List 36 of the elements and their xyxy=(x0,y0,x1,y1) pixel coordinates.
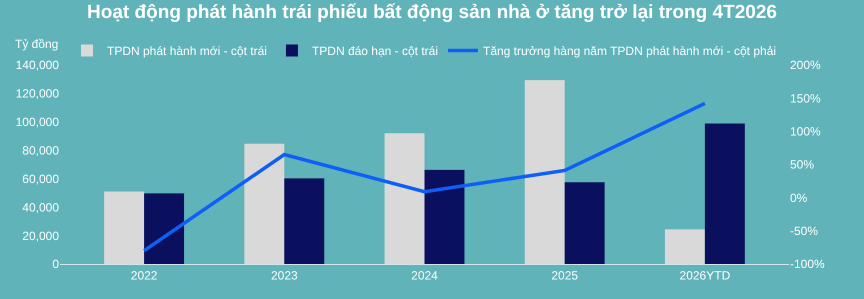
x-tick-label: 2026YTD xyxy=(680,268,731,282)
y-tick-label: 100,000 xyxy=(16,115,60,130)
y-tick-label: 120,000 xyxy=(16,86,60,101)
y-tick-label: 20,000 xyxy=(22,228,60,243)
bar xyxy=(384,133,424,264)
y2-tick-label: 0% xyxy=(790,190,808,205)
y-tick-label: 80,000 xyxy=(22,143,60,158)
y2-tick-label: -100% xyxy=(790,257,826,272)
bar xyxy=(524,80,565,264)
y-tick-label: 40,000 xyxy=(22,200,60,214)
x-tick-label: 2024 xyxy=(411,268,438,282)
bar xyxy=(144,193,184,264)
y2-tick-label: 200% xyxy=(790,58,822,72)
line-series xyxy=(142,102,707,252)
legend-label: Tăng trưởng hàng năm TPDN phát hành mới - cột phải xyxy=(483,44,776,58)
bar xyxy=(284,178,324,264)
y2-tick-label: 50% xyxy=(790,158,814,172)
x-tick-label: 2025 xyxy=(551,268,578,282)
bar xyxy=(664,229,705,264)
chart-title: Hoạt động phát hành trái phiếu bất động sản nhà ở tăng trở lại trong 4T2026 xyxy=(87,2,777,23)
bar xyxy=(704,124,745,264)
y2-tick-label: -50% xyxy=(790,224,818,238)
y-tick-label: 60,000 xyxy=(22,172,60,186)
y2-tick-label: 100% xyxy=(790,124,822,139)
bar xyxy=(104,192,144,264)
legend-label: TPDN đáo hạn - cột trái xyxy=(312,44,438,58)
legend-label: TPDN phát hành mới - cột trái xyxy=(107,44,267,58)
y2-tick-label: 150% xyxy=(790,91,822,106)
y-tick-label: 0 xyxy=(52,257,60,272)
x-tick-label: 2022 xyxy=(130,268,158,282)
bar xyxy=(244,144,284,264)
bar xyxy=(564,182,605,264)
y-axis-title: Tỷ đồng xyxy=(15,37,58,51)
bar xyxy=(424,170,464,264)
x-tick-label: 2023 xyxy=(270,268,298,282)
y-tick-label: 140,000 xyxy=(16,58,60,72)
